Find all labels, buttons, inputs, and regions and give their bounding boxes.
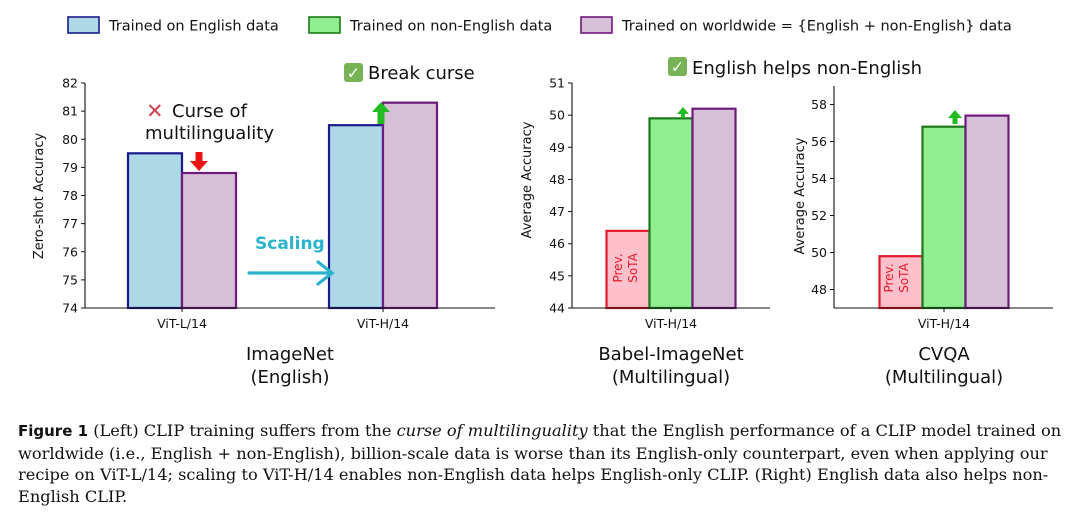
caption-figure-label: Figure 1 [18,422,89,440]
legend-label-nonenglish: Trained on non-English data [349,19,552,35]
imagenet-y-tick-label: 75 [62,272,78,287]
imagenet-y-tick-label: 80 [62,132,78,147]
babel-y-tick-label: 47 [549,204,565,219]
babel-y-tick-label: 48 [549,172,565,187]
scaling-arrow-icon [247,260,335,286]
babel-marks [605,107,737,310]
babel-y-tick-label: 44 [549,301,565,316]
babel-y-tick-label: 46 [549,236,565,251]
svg-text:✓: ✓ [671,58,684,77]
imagenet-title-line2: (English) [250,367,329,388]
cvqa-y-tick-label: 52 [811,208,827,223]
panel-imagenet: 74 75 76 77 78 79 80 81 82 ViT-L/14 ViT-H/14 Zero… [32,63,495,388]
babel-y-tick-label: 51 [549,76,565,91]
imagenet-y-tick-label: 77 [62,216,78,231]
cvqa-prev-sota-line2: SoTA [897,262,911,292]
figure-caption: Figure 1 (Left) CLIP training suffers fr… [18,420,1068,507]
babel-x-tick-label: ViT-H/14 [645,316,697,331]
imagenet-bar-worldwide-0 [180,171,238,310]
cross-icon: ✕ [146,99,164,123]
babel-y-label: Average Accuracy [520,121,535,238]
legend-label-worldwide: Trained on worldwide = {English + non-En… [621,19,1012,35]
cvqa-y-tick-label: 58 [811,97,827,112]
imagenet-y-tick-label: 81 [62,104,78,119]
imagenet-x-tick-label: ViT-L/14 [157,316,207,331]
babel-prev-sota-line2: SoTA [626,252,640,282]
cvqa-marks [878,114,1010,310]
caption-text-part1: (Left) CLIP training suffers from the [88,421,397,440]
imagenet-y-tick-label: 78 [62,188,78,203]
babel-y-tick-label: 50 [549,108,565,123]
babel-bar-worldwide-0 [691,107,737,310]
imagenet-bar-worldwide-1 [381,101,439,310]
cvqa-x-tick-label: ViT-H/14 [918,316,970,331]
legend-swatch-worldwide [580,16,613,34]
imagenet-y-tick-label: 76 [62,244,78,259]
cvqa-bar-worldwide-0 [964,114,1010,310]
babel-y-axis: 44 45 46 47 48 49 50 51 [549,76,573,316]
imagenet-y-tick-label: 82 [62,76,78,91]
down-arrow-icon [190,152,208,171]
babel-y-tick-label: 45 [549,268,565,283]
babel-y-tick-label: 49 [549,140,565,155]
cvqa-bar-nonenglish-0 [921,125,967,310]
cvqa-title-line2: (Multilingual) [885,367,1003,388]
imagenet-x-axis: ViT-L/14 ViT-H/14 [85,307,495,331]
curse-label-line1: Curse of [172,101,248,122]
babel-x-axis: ViT-H/14 [572,307,770,331]
up-arrow-icon [372,102,390,124]
break-curse-label: Break curse [368,63,475,84]
babel-title-line1: Babel-ImageNet [598,344,743,365]
imagenet-y-axis: 74 75 76 77 78 79 80 81 82 [62,76,86,316]
legend: Trained on English data Trained on non-E… [67,16,1012,35]
caption-emphasis: curse of multilinguality [396,421,588,440]
cvqa-prev-sota-line1: Prev. [882,263,896,292]
panel-cvqa: 48 50 52 54 56 58 ViT-H/14 Average Accuracy C… [793,86,1053,388]
legend-swatch-nonenglish [308,16,341,34]
panel-babel: 44 45 46 47 48 49 50 51 ViT-H/14 Average Accura… [520,57,922,388]
check-icon: ✓ [344,63,363,83]
imagenet-bar-english-0 [126,152,184,310]
cvqa-y-axis: 48 50 52 54 56 58 [811,86,835,308]
imagenet-x-tick-label: ViT-H/14 [357,316,409,331]
imagenet-y-tick-label: 74 [62,301,78,316]
cvqa-y-tick-label: 48 [811,282,827,297]
cvqa-y-tick-label: 56 [811,134,827,149]
svg-text:✓: ✓ [347,64,360,83]
cvqa-y-tick-label: 54 [811,171,827,186]
up-arrow-icon [948,110,962,124]
check-icon: ✓ [668,57,687,77]
scaling-label: Scaling [255,234,325,254]
figure: Trained on English data Trained on non-E… [32,16,1053,388]
legend-swatch-english [67,16,100,34]
curse-label-line2: multilinguality [145,123,274,144]
imagenet-marks [126,101,439,310]
imagenet-bar-english-1 [327,124,385,310]
up-arrow-icon [677,107,689,118]
legend-label-english: Trained on English data [108,19,279,35]
imagenet-y-tick-label: 79 [62,160,78,175]
cvqa-y-label: Average Accuracy [793,137,808,254]
imagenet-title-line1: ImageNet [246,344,334,365]
cvqa-title-line1: CVQA [918,344,970,365]
english-helps-label: English helps non-English [692,58,922,79]
cvqa-x-axis: ViT-H/14 [834,307,1053,331]
cvqa-y-tick-label: 50 [811,245,827,260]
babel-bar-nonenglish-0 [648,117,694,310]
babel-title-line2: (Multilingual) [612,367,730,388]
babel-prev-sota-line1: Prev. [611,253,625,282]
imagenet-y-label: Zero-shot Accuracy [32,133,47,260]
caption-text-part2: that the English performance of a CLIP m… [18,421,1062,506]
